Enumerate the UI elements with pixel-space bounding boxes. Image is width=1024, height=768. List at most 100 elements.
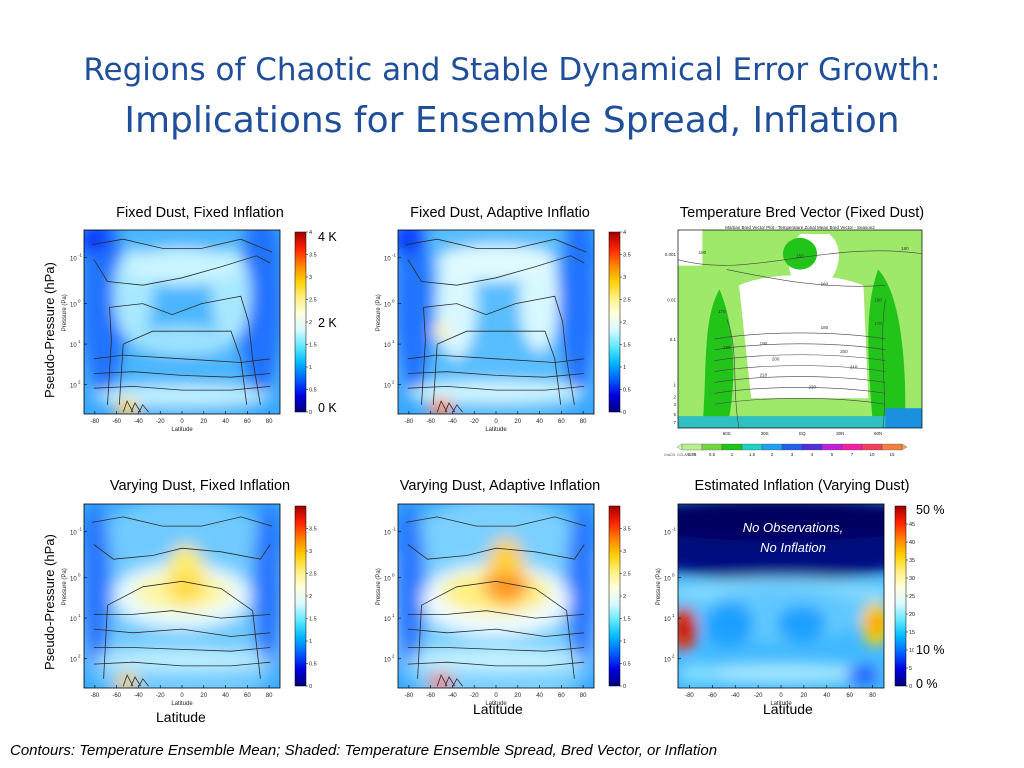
bred-vector-contour-label: 170 — [874, 321, 882, 326]
x-tick-label: -80 — [91, 693, 100, 699]
x-tick-label: -20 — [156, 419, 165, 425]
contour-line — [444, 676, 456, 687]
x-tick-label: 80 — [869, 693, 876, 699]
y-tick-label: 10 — [70, 617, 77, 623]
y-tick-label: 10 — [384, 617, 391, 623]
colorbar-tick-label: 3 — [309, 275, 312, 281]
y-axis-small-label: Pressure (Pa) — [656, 568, 662, 605]
contour-lines — [405, 238, 587, 413]
bred-vector-y-tick-label: 2 — [673, 394, 676, 399]
heatmap-blob — [678, 504, 884, 541]
x-tick-label: 20 — [514, 693, 521, 699]
panel-title-estimated-inflation: Estimated Inflation (Varying Dust) — [694, 478, 910, 494]
y-tick-label: 10 — [384, 343, 391, 349]
colorbar-tick-label: 2.5 — [309, 298, 317, 304]
bred-vector-x-tick-label: 60S — [723, 431, 731, 436]
y-tick-exponent: 0 — [392, 299, 395, 304]
heatmap-blobs — [398, 230, 594, 414]
bred-vector-frame — [677, 229, 923, 429]
contour-line — [122, 674, 134, 687]
x-tick-label: -80 — [685, 693, 694, 699]
heatmap-blob — [398, 504, 426, 670]
y-tick-label: 10 — [70, 577, 77, 583]
contour-line — [407, 647, 585, 652]
colorbar-estimated-inflation: 0 5 10 15 20 25 30 35 40 45 — [894, 505, 915, 690]
colorbar-label-2k: 2 K — [316, 316, 339, 330]
bred-vector-contour-label: 200 — [772, 357, 780, 362]
contour-line — [93, 544, 271, 560]
bred-vector-white-corner — [678, 230, 703, 266]
heatmap-blob — [482, 573, 530, 600]
y-axis-small-label: Pressure (Pa) — [376, 294, 382, 331]
colorbar-tick-label: 3 — [309, 549, 312, 555]
contour-line — [452, 678, 464, 687]
colorbar-varying-dust-fixed-inflation: 0 0.5 1 1.5 2 2.5 3 3.5 — [294, 505, 317, 690]
contour-line — [436, 400, 448, 413]
colorbar-label-0-pct: 0 % — [914, 677, 940, 691]
bred-vector-colorbar-label: 5 — [831, 452, 834, 457]
colorbar-tick-label: 2 — [623, 594, 626, 600]
x-tick-label: 60 — [558, 693, 565, 699]
colorbar-gradient — [608, 505, 621, 687]
x-tick-label: 60 — [558, 419, 565, 425]
colorbar-tick-label: 1.5 — [309, 343, 317, 349]
panel-title-fixed-dust-fixed-inflation: Fixed Dust, Fixed Inflation — [116, 205, 284, 221]
y-tick-label: 10 — [384, 384, 391, 390]
y-tick-label: 10 — [664, 531, 671, 537]
heatmap-field — [84, 230, 280, 414]
bred-vector-colorbar-cell — [781, 443, 803, 451]
bred-vector-green-band-right — [868, 269, 906, 428]
x-tick-label: -40 — [134, 419, 143, 425]
colorbar-tick-label: 2 — [309, 320, 312, 326]
colorbar-tick-label: 0 — [909, 684, 912, 690]
colorbar-tick-label: 2 — [623, 320, 626, 326]
heatmap-field — [398, 230, 594, 414]
bred-vector-x-tick-label: 60N — [874, 431, 882, 436]
bred-vector-contour — [726, 318, 740, 428]
y-tick-label: 10 — [384, 531, 391, 537]
heatmap-blob — [133, 325, 231, 356]
bred-vector-contour — [714, 354, 886, 361]
contour-line — [407, 544, 585, 560]
y-tick-exponent: -1 — [672, 527, 676, 532]
colorbar-tick-label: 5 — [909, 666, 912, 672]
y-tick-label: 10 — [384, 658, 391, 664]
y-tick-exponent: 1 — [672, 613, 675, 618]
contour-line — [93, 255, 271, 286]
colorbar-tick-label: 30 — [909, 576, 915, 582]
heatmap-blob — [869, 612, 882, 635]
panel-title-fixed-dust-adaptive-inflation: Fixed Dust, Adaptive Inflatio — [410, 205, 590, 221]
colorbar-fixed-dust-adaptive-inflation: 0 0.5 1 1.5 2 2.5 3 3.5 4 — [608, 230, 631, 416]
heatmap-blob — [846, 665, 880, 685]
bred-vector-contour-label: 170 — [718, 309, 726, 314]
colorbar-tick-label: 1.5 — [623, 617, 631, 623]
x-axis-small-label: Latitude — [485, 427, 507, 433]
bred-vector-contour-label: 180 — [699, 250, 707, 255]
y-tick-exponent: 2 — [392, 654, 395, 659]
x-tick-label: 40 — [222, 693, 229, 699]
heatmap-blob — [84, 504, 112, 670]
contour-line — [93, 628, 271, 637]
colorbar-tick-label: 35 — [909, 558, 915, 564]
y-tick-label: 10 — [70, 257, 77, 263]
x-tick-label: 0 — [494, 419, 498, 425]
y-axis-small-label: Pressure (Pa) — [376, 568, 382, 605]
contour-line — [421, 295, 575, 405]
bred-vector-y-tick-label: 0.001 — [665, 252, 677, 257]
contour-line — [407, 628, 585, 637]
colorbar-tick-label: 0 — [623, 684, 626, 690]
bred-vector-contour-label: 180 — [723, 345, 731, 350]
y-tick-exponent: -1 — [392, 527, 396, 532]
heatmap-fixed-dust-fixed-inflation: -80 -60 -40 -20 0 20 40 60 80Latitude10-11001011… — [62, 229, 281, 433]
panel-title-varying-dust-fixed-inflation: Varying Dust, Fixed Inflation — [109, 478, 291, 494]
bred-vector-green-blob — [782, 237, 818, 270]
x-axis-small-label: Latitude — [485, 701, 507, 707]
contour-lines — [91, 516, 273, 687]
colorbar-tick-label: 2 — [309, 594, 312, 600]
bred-vector-colorbar-cell — [881, 443, 903, 451]
y-tick-exponent: -1 — [78, 253, 82, 258]
contour-line — [407, 255, 585, 286]
contour-line — [130, 676, 142, 687]
heatmap-blob — [566, 504, 594, 670]
heatmap-blob — [407, 649, 585, 672]
